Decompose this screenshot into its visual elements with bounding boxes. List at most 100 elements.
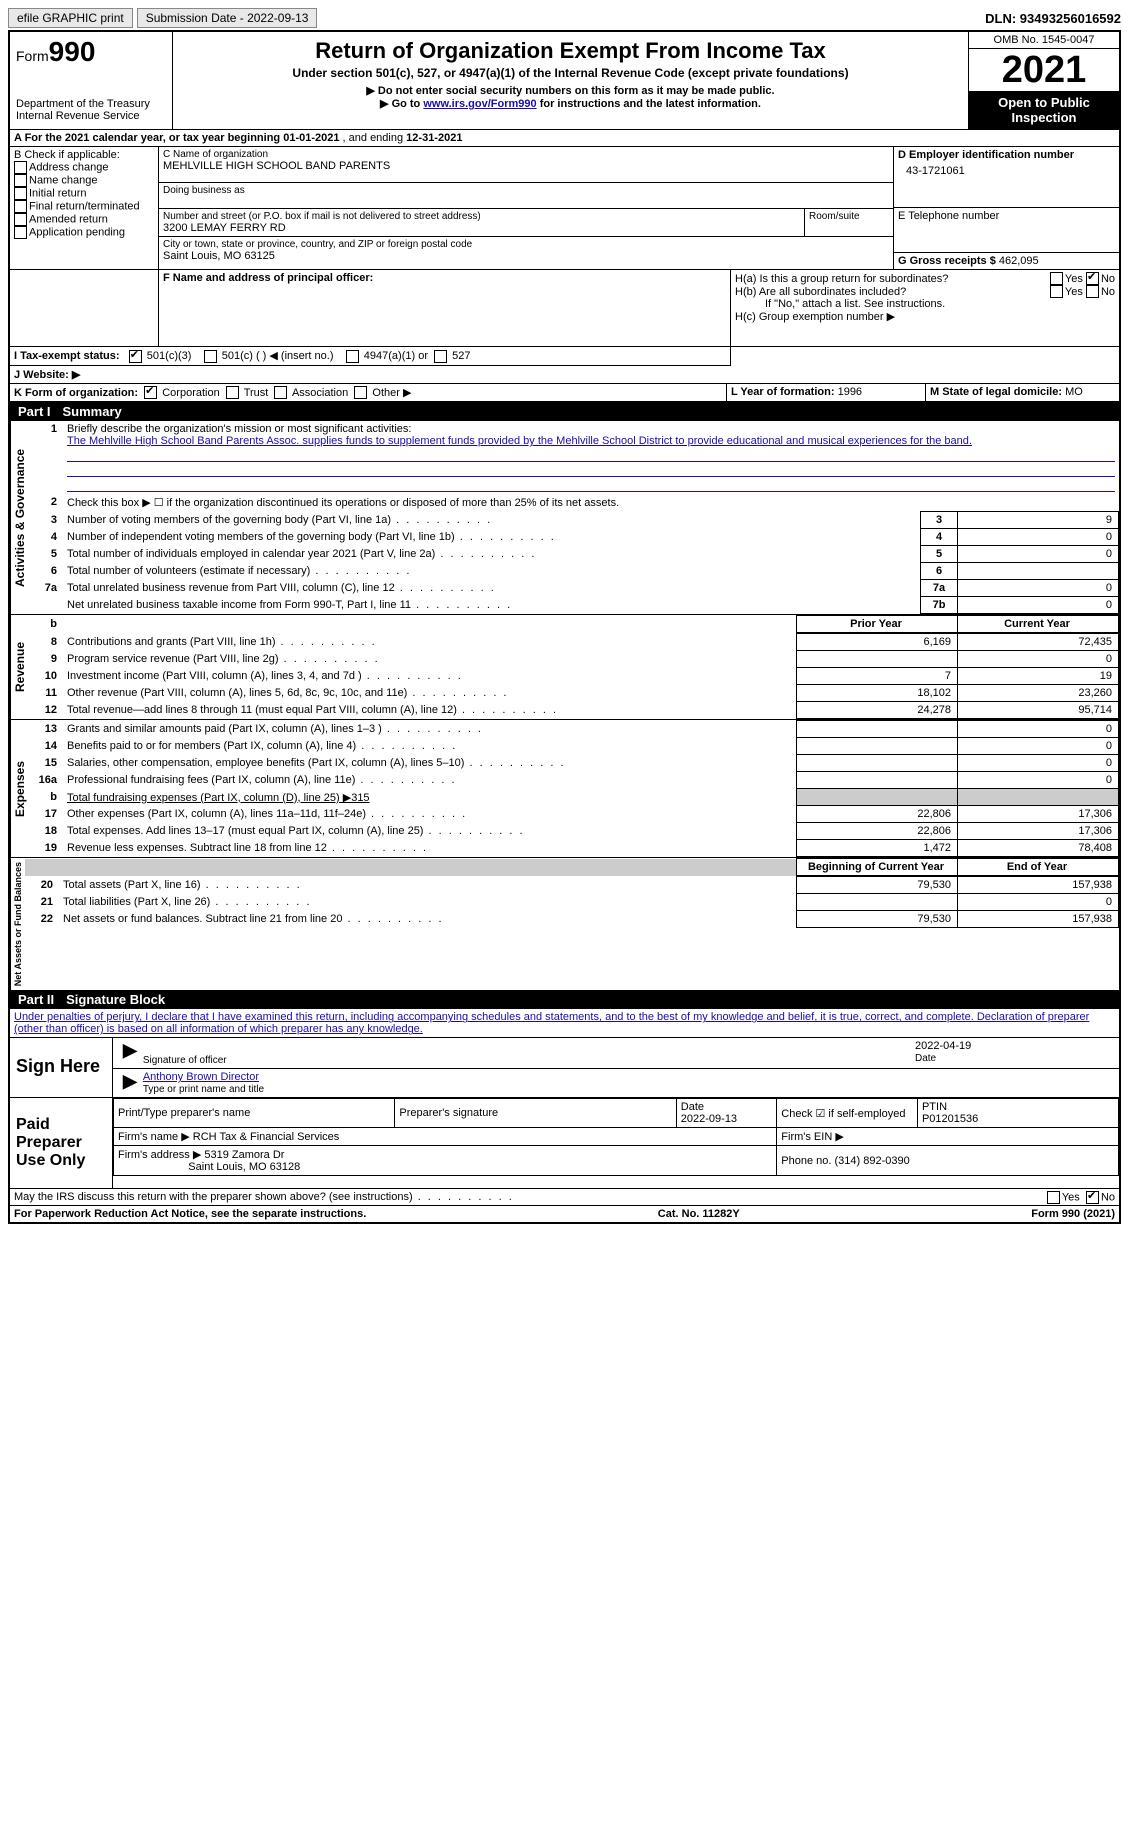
ptin-label: PTIN [922,1101,947,1113]
part-number: Part I [18,404,51,419]
name-type-label: Type or print name and title [143,1084,264,1095]
prior-year-header: Prior Year [797,616,958,633]
goto-prefix: ▶ Go to [380,98,423,110]
check-final[interactable]: Final return/terminated [14,200,154,213]
k-corp[interactable] [144,386,157,399]
form-subtitle: Under section 501(c), 527, or 4947(a)(1)… [179,66,962,80]
l-label: L Year of formation: [731,386,835,398]
submission-date-button[interactable]: Submission Date - 2022-09-13 [137,8,318,28]
governance-section: Activities & Governance 1 Briefly descri… [10,421,1119,614]
ha-no[interactable] [1086,272,1099,285]
summary-row: 7aTotal unrelated business revenue from … [29,580,1119,597]
section-j: J Website: ▶ [10,366,1119,383]
section-i: I Tax-exempt status: 501(c)(3) 501(c) ( … [10,347,731,366]
prep-sig-label: Preparer's signature [395,1099,676,1128]
sign-right: ▶ Signature of officer 2022-04-19Date ▶ … [113,1038,1119,1097]
form-container: Form990 Department of the Treasury Inter… [8,30,1121,1224]
check-address[interactable]: Address change [14,161,154,174]
sig-date-label: Date [915,1053,936,1064]
section-b: B Check if applicable: Address change Na… [10,147,159,269]
m-label: M State of legal domicile: [930,386,1062,398]
governance-table: 1 Briefly describe the organization's mi… [29,421,1119,511]
header-center: Return of Organization Exempt From Incom… [173,32,968,129]
footer-left: For Paperwork Reduction Act Notice, see … [14,1208,366,1220]
summary-row: 14Benefits paid to or for members (Part … [29,738,1119,755]
check-name[interactable]: Name change [14,174,154,187]
summary-row: bTotal fundraising expenses (Part IX, co… [29,789,1119,806]
officer-label: F Name and address of principal officer: [163,272,726,284]
exp-rows-table: 13Grants and similar amounts paid (Part … [29,720,1119,857]
i-501c3[interactable] [129,350,142,363]
irs-link[interactable]: www.irs.gov/Form990 [423,98,536,110]
officer-h-row: F Name and address of principal officer:… [10,270,1119,347]
efile-button[interactable]: efile GRAPHIC print [8,8,133,28]
j-label: J Website: ▶ [14,369,80,381]
dba-cell: Doing business as [159,183,893,209]
dln-label: DLN: 93493256016592 [985,11,1121,26]
discuss-row: May the IRS discuss this return with the… [10,1188,1119,1205]
summary-row: 16aProfessional fundraising fees (Part I… [29,772,1119,789]
opt-label: 501(c)(3) [147,350,192,362]
yes-label: Yes [1065,273,1083,285]
hb-yes[interactable] [1050,285,1063,298]
firm-addr1: 5319 Zamora Dr [204,1149,284,1161]
gross-cell: G Gross receipts $ 462,095 [894,253,1119,269]
vlabel-netassets: Net Assets or Fund Balances [10,858,25,990]
mission-text[interactable]: The Mehlville High School Band Parents A… [67,435,972,447]
hb-note: If "No," attach a list. See instructions… [735,298,1115,310]
note-link-row: ▶ Go to www.irs.gov/Form990 for instruct… [179,97,962,110]
city-value: Saint Louis, MO 63125 [163,250,889,262]
revenue-section: Revenue b Prior Year Current Year 8Contr… [10,614,1119,719]
form-990-label: 990 [49,36,96,67]
form-number: Form990 [16,36,166,68]
addr-row: Number and street (or P.O. box if mail i… [159,209,893,237]
ha-yes[interactable] [1050,272,1063,285]
no-label: No [1101,1192,1115,1204]
paid-preparer-label: Paid Preparer Use Only [10,1098,113,1188]
street-cell: Number and street (or P.O. box if mail i… [159,209,805,236]
org-name: MEHLVILLE HIGH SCHOOL BAND PARENTS [163,160,889,172]
section-c: C Name of organization MEHLVILLE HIGH SC… [159,147,894,269]
ptin-value: P01201536 [922,1113,978,1125]
room-label: Room/suite [809,211,889,222]
part2-header: Part II Signature Block [10,990,1119,1009]
l-value: 1996 [838,386,862,398]
officer-name[interactable]: Anthony Brown Director [143,1071,259,1083]
revenue-header-table: b Prior Year Current Year [29,615,1119,633]
check-amended[interactable]: Amended return [14,213,154,226]
discuss-yes[interactable] [1047,1191,1060,1204]
summary-row: 17Other expenses (Part IX, column (A), l… [29,806,1119,823]
opt-label: 501(c) ( ) ◀ (insert no.) [222,350,334,362]
line2-text: Check this box ▶ ☐ if the organization d… [63,494,1119,511]
dba-label: Doing business as [163,185,889,196]
penalty-link[interactable]: Under penalties of perjury, I declare th… [14,1011,1089,1035]
discuss-no[interactable] [1086,1191,1099,1204]
check-pending[interactable]: Application pending [14,226,154,239]
k-other[interactable] [354,386,367,399]
hb-no[interactable] [1086,285,1099,298]
discuss-label: May the IRS discuss this return with the… [14,1191,514,1203]
vlabel-expenses: Expenses [10,720,29,857]
check-initial[interactable]: Initial return [14,187,154,200]
ein-label: D Employer identification number [898,149,1115,161]
i-527[interactable] [434,350,447,363]
opt-label: 4947(a)(1) or [364,350,428,362]
footer-right: Form 990 (2021) [1031,1208,1115,1220]
opt-label: Trust [244,387,269,399]
check-label: Application pending [29,226,125,238]
k-assoc[interactable] [274,386,287,399]
summary-row: 10Investment income (Part VIII, column (… [29,668,1119,685]
i-4947[interactable] [346,350,359,363]
goto-suffix: for instructions and the latest informat… [537,98,761,110]
yes-label: Yes [1065,286,1083,298]
prep-date-label: Date [681,1101,704,1113]
opt-label: Association [292,387,348,399]
firm-phone-label: Phone no. [781,1155,831,1167]
i-501c[interactable] [204,350,217,363]
summary-row: 8Contributions and grants (Part VIII, li… [29,634,1119,651]
yes-label: Yes [1062,1192,1080,1204]
footer-center: Cat. No. 11282Y [658,1208,740,1220]
summary-row: 18Total expenses. Add lines 13–17 (must … [29,823,1119,840]
org-name-cell: C Name of organization MEHLVILLE HIGH SC… [159,147,893,183]
k-trust[interactable] [226,386,239,399]
